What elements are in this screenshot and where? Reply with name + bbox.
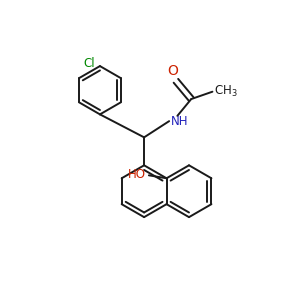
Text: O: O: [167, 64, 178, 78]
Text: CH$_3$: CH$_3$: [214, 84, 238, 99]
Text: HO: HO: [128, 168, 146, 181]
Text: NH: NH: [171, 115, 188, 128]
Text: Cl: Cl: [83, 57, 94, 70]
